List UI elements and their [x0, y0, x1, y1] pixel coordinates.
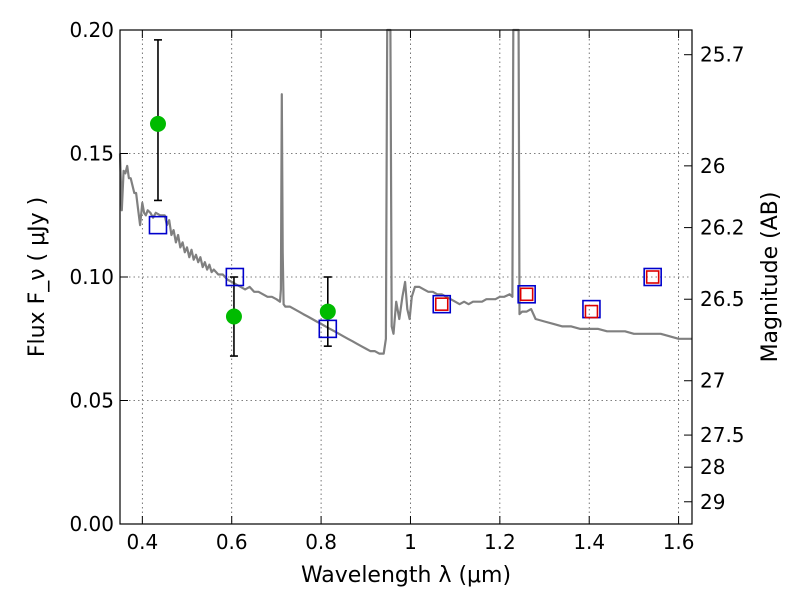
red-square-marker: [434, 297, 449, 311]
x-tick-label: 0.6: [216, 530, 248, 554]
x-tick-label: 1.4: [573, 530, 605, 554]
right-tick-label: 28: [700, 455, 725, 479]
right-tick-label: 29: [700, 490, 725, 514]
red-square-marker: [645, 270, 660, 284]
right-tick-label: 25.7: [700, 43, 745, 67]
blue-square-marker: [148, 215, 168, 235]
y-tick-label: 0.00: [69, 512, 114, 536]
y-tick-label: 0.05: [69, 389, 114, 413]
y-tick-label: 0.15: [69, 142, 114, 166]
x-tick-label: 1: [404, 530, 417, 554]
blue-square-marker: [643, 267, 662, 287]
x-axis-label: Wavelength λ (μm): [301, 563, 511, 588]
y-axis-label-left: Flux F_ν ( μJy ): [25, 197, 50, 357]
sed-model-line: [118, 28, 692, 355]
grid-lines: [120, 30, 692, 524]
blue-square-marker: [225, 267, 245, 287]
y-axis-right: 25.7 26 26.2 26.5 27 27.5 28 29: [684, 43, 745, 514]
right-tick-label: 26.2: [700, 216, 745, 240]
observed-flux-point: [319, 303, 336, 320]
red-square-marker: [584, 304, 599, 319]
series-layer: [118, 28, 692, 357]
right-tick-label: 26.5: [700, 287, 745, 311]
right-tick-label: 26: [700, 154, 725, 178]
right-tick-label: 27: [700, 369, 725, 393]
x-tick-label: 0.8: [305, 530, 337, 554]
observed-flux-point: [225, 308, 242, 325]
y-axis-label-right: Magnitude (AB): [758, 192, 783, 363]
blue-square-marker: [517, 284, 536, 304]
blue-square-marker: [318, 319, 338, 339]
blue-square-marker: [432, 294, 452, 314]
observed-flux-point: [149, 115, 166, 132]
x-tick-label: 1.6: [663, 530, 695, 554]
y-tick-label: 0.10: [69, 265, 114, 289]
red-square-marker: [519, 287, 534, 302]
x-tick-label: 1.2: [484, 530, 516, 554]
y-axis-left: 0.00 0.05 0.10 0.15 0.20: [69, 18, 128, 536]
right-tick-label: 27.5: [700, 423, 745, 447]
x-axis: 0.4 0.6 0.8 1 1.2 1.4 1.6: [126, 30, 695, 554]
y-tick-label: 0.20: [69, 18, 114, 42]
x-tick-label: 0.4: [126, 530, 158, 554]
